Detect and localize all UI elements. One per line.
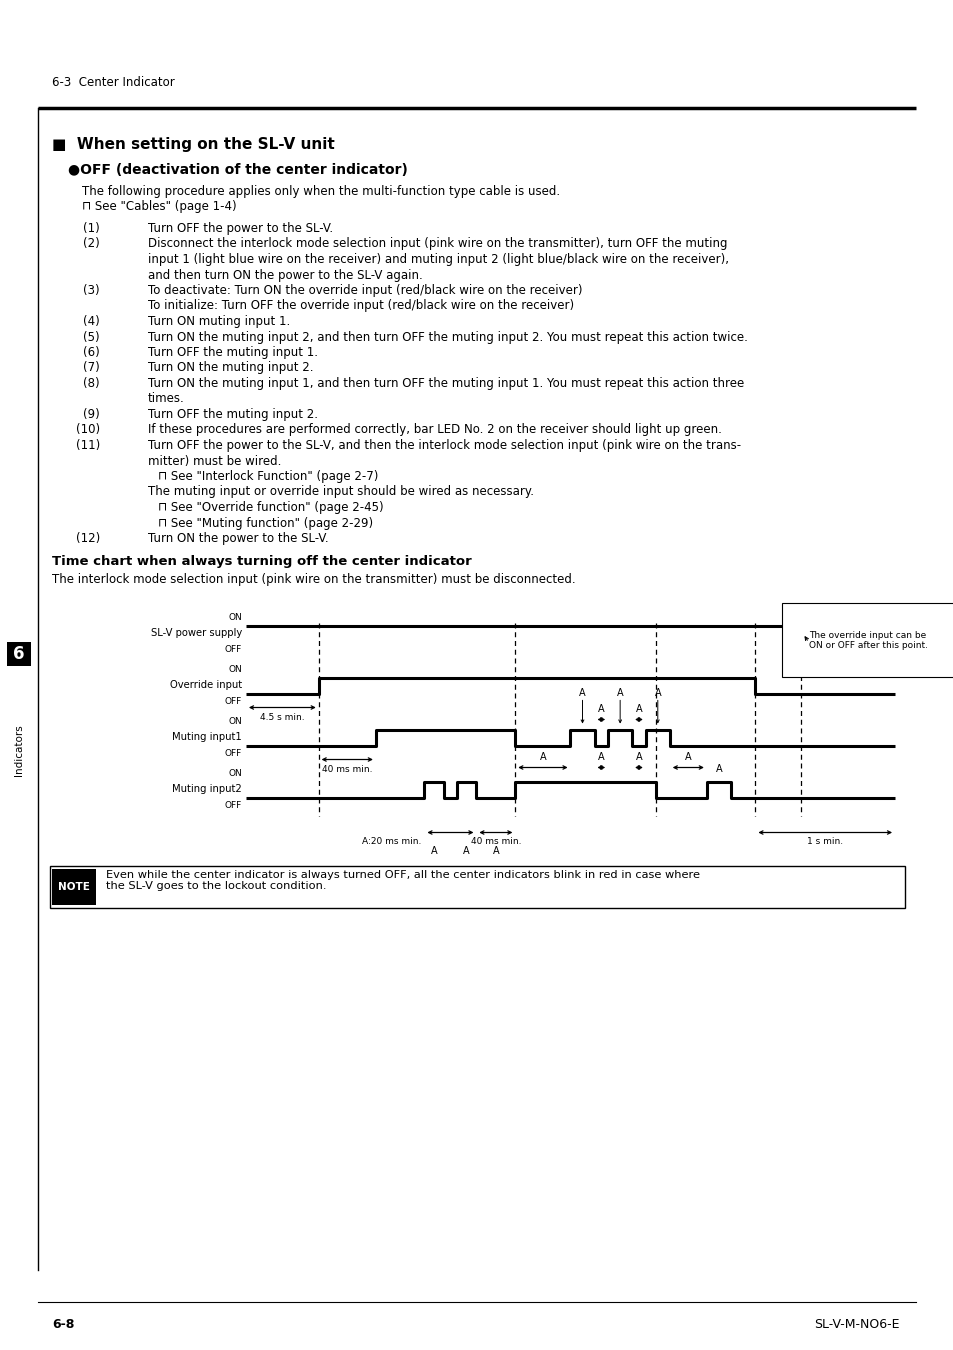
Text: Turn ON the muting input 2.: Turn ON the muting input 2.	[148, 362, 314, 374]
Text: A: A	[463, 845, 470, 856]
Text: ■  When setting on the SL-V unit: ■ When setting on the SL-V unit	[52, 136, 335, 153]
Text: and then turn ON the power to the SL-V again.: and then turn ON the power to the SL-V a…	[148, 269, 422, 282]
Text: A: A	[578, 687, 585, 698]
Text: (1): (1)	[83, 221, 100, 235]
Text: 6-8: 6-8	[52, 1319, 74, 1331]
Text: ON: ON	[228, 666, 242, 675]
Text: (3): (3)	[83, 284, 100, 297]
Text: A: A	[492, 845, 498, 856]
Text: 1 s min.: 1 s min.	[806, 837, 842, 846]
Text: (12): (12)	[75, 532, 100, 545]
Text: input 1 (light blue wire on the receiver) and muting input 2 (light blue/black w: input 1 (light blue wire on the receiver…	[148, 252, 728, 266]
Text: NOTE: NOTE	[58, 883, 90, 892]
Text: (6): (6)	[83, 346, 100, 359]
Text: Muting input2: Muting input2	[172, 784, 242, 795]
Text: A: A	[598, 705, 604, 714]
Text: (7): (7)	[83, 362, 100, 374]
Text: The following procedure applies only when the multi-function type cable is used.: The following procedure applies only whe…	[82, 185, 559, 198]
Text: A: A	[715, 764, 721, 774]
Text: ⊓ See "Override function" (page 2-45): ⊓ See "Override function" (page 2-45)	[158, 501, 383, 514]
Text: times.: times.	[148, 393, 185, 405]
Text: If these procedures are performed correctly, bar LED No. 2 on the receiver shoul: If these procedures are performed correc…	[148, 424, 721, 436]
Text: A: A	[617, 687, 623, 698]
Text: OFF: OFF	[225, 748, 242, 757]
Text: A: A	[598, 752, 604, 763]
Text: A: A	[654, 687, 660, 698]
Text: Turn ON the muting input 2, and then turn OFF the muting input 2. You must repea: Turn ON the muting input 2, and then tur…	[148, 331, 747, 343]
Text: ⊓ See "Cables" (page 1-4): ⊓ See "Cables" (page 1-4)	[82, 200, 236, 213]
Text: SL-V-M-NO6-E: SL-V-M-NO6-E	[814, 1319, 899, 1331]
Text: Time chart when always turning off the center indicator: Time chart when always turning off the c…	[52, 555, 471, 568]
Text: 40 ms min.: 40 ms min.	[470, 837, 520, 846]
Text: (8): (8)	[83, 377, 100, 390]
Text: Even while the center indicator is always turned OFF, all the center indicators : Even while the center indicator is alway…	[106, 869, 700, 891]
Text: (11): (11)	[75, 439, 100, 452]
Text: 6-3  Center Indicator: 6-3 Center Indicator	[52, 76, 174, 89]
Text: A: A	[431, 845, 437, 856]
Text: Muting input1: Muting input1	[172, 733, 242, 743]
Text: Indicators: Indicators	[14, 724, 24, 776]
FancyBboxPatch shape	[52, 868, 96, 905]
Text: A: A	[684, 752, 691, 763]
Text: ON: ON	[228, 769, 242, 779]
Text: OFF: OFF	[225, 644, 242, 653]
Text: Turn ON the power to the SL-V.: Turn ON the power to the SL-V.	[148, 532, 328, 545]
Text: Disconnect the interlock mode selection input (pink wire on the transmitter), tu: Disconnect the interlock mode selection …	[148, 238, 727, 251]
Text: ON: ON	[228, 613, 242, 622]
Text: SL-V power supply: SL-V power supply	[151, 629, 242, 639]
Text: To deactivate: Turn ON the override input (red/black wire on the receiver): To deactivate: Turn ON the override inpu…	[148, 284, 582, 297]
Text: mitter) must be wired.: mitter) must be wired.	[148, 455, 281, 467]
Text: Turn OFF the power to the SL-V, and then the interlock mode selection input (pin: Turn OFF the power to the SL-V, and then…	[148, 439, 740, 452]
Text: ●OFF (deactivation of the center indicator): ●OFF (deactivation of the center indicat…	[68, 163, 408, 177]
Text: 6: 6	[13, 645, 25, 663]
Text: Turn ON muting input 1.: Turn ON muting input 1.	[148, 315, 290, 328]
Text: (4): (4)	[83, 315, 100, 328]
FancyBboxPatch shape	[50, 865, 904, 907]
FancyBboxPatch shape	[7, 643, 30, 666]
Text: The interlock mode selection input (pink wire on the transmitter) must be discon: The interlock mode selection input (pink…	[52, 574, 575, 586]
Text: A:20 ms min.: A:20 ms min.	[362, 837, 421, 846]
Text: Turn OFF the muting input 2.: Turn OFF the muting input 2.	[148, 408, 317, 421]
Text: A: A	[635, 705, 641, 714]
Text: 40 ms min.: 40 ms min.	[322, 764, 372, 774]
Text: To initialize: Turn OFF the override input (red/black wire on the receiver): To initialize: Turn OFF the override inp…	[148, 300, 574, 312]
Text: The override input can be
ON or OFF after this point.: The override input can be ON or OFF afte…	[808, 630, 927, 649]
Text: The muting input or override input should be wired as necessary.: The muting input or override input shoul…	[148, 486, 534, 498]
Text: Override input: Override input	[170, 680, 242, 690]
Text: ⊓ See "Interlock Function" (page 2-7): ⊓ See "Interlock Function" (page 2-7)	[158, 470, 378, 483]
Text: A: A	[635, 752, 641, 763]
Text: (9): (9)	[83, 408, 100, 421]
Text: OFF: OFF	[225, 801, 242, 810]
Text: (10): (10)	[76, 424, 100, 436]
Text: ON: ON	[228, 717, 242, 726]
Text: (5): (5)	[83, 331, 100, 343]
Text: (2): (2)	[83, 238, 100, 251]
Text: Turn OFF the power to the SL-V.: Turn OFF the power to the SL-V.	[148, 221, 333, 235]
Text: Turn ON the muting input 1, and then turn OFF the muting input 1. You must repea: Turn ON the muting input 1, and then tur…	[148, 377, 743, 390]
Text: OFF: OFF	[225, 697, 242, 706]
Text: Turn OFF the muting input 1.: Turn OFF the muting input 1.	[148, 346, 317, 359]
Text: ⊓ See "Muting function" (page 2-29): ⊓ See "Muting function" (page 2-29)	[158, 517, 373, 529]
Text: A: A	[539, 752, 546, 763]
Text: 4.5 s min.: 4.5 s min.	[260, 713, 304, 721]
